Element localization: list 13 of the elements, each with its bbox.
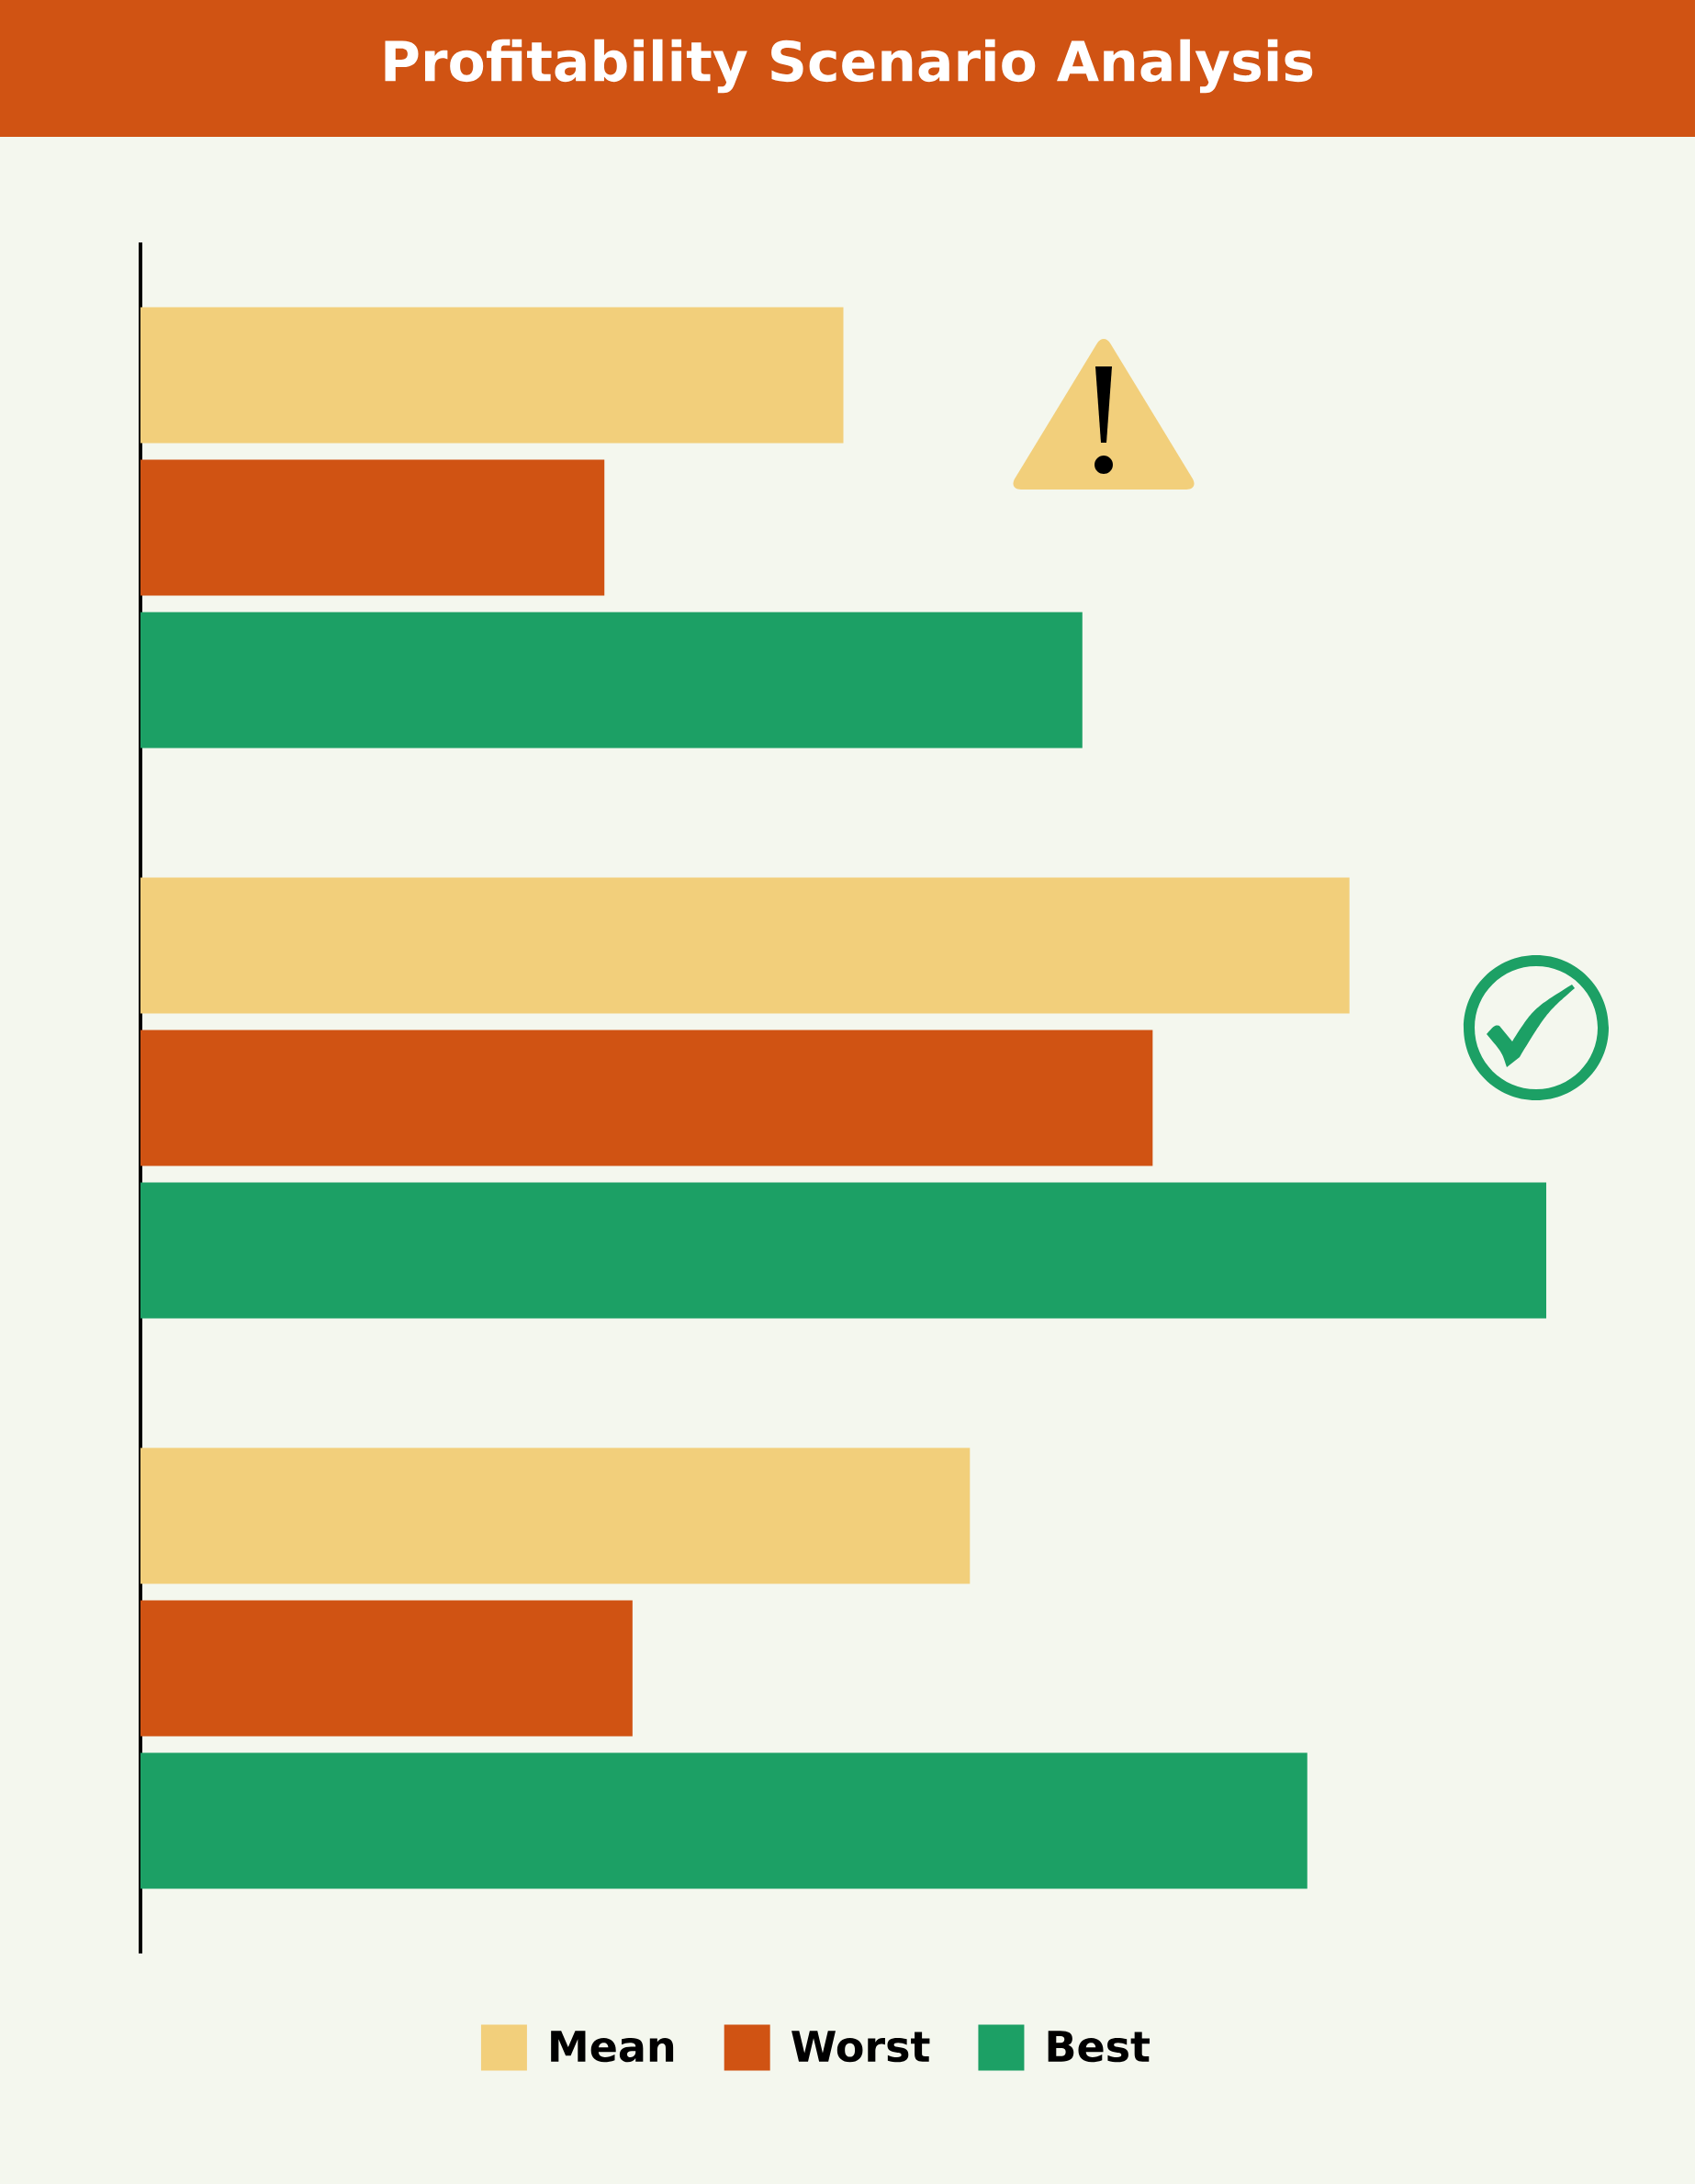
chart-title: Profitability Scenario Analysis	[385, 39, 1313, 94]
bar	[140, 1447, 971, 1584]
bar	[140, 1600, 633, 1737]
legend-label: Best	[1048, 2031, 1150, 2063]
bar	[140, 1182, 1547, 1319]
bar	[140, 1752, 1308, 1889]
legend-label: Worst	[791, 2031, 930, 2063]
bar	[140, 307, 844, 444]
legend-label: Mean	[551, 2031, 674, 2063]
bar	[140, 459, 605, 596]
bar	[140, 1030, 1153, 1166]
bar	[140, 877, 1350, 1014]
bar	[140, 612, 1083, 749]
